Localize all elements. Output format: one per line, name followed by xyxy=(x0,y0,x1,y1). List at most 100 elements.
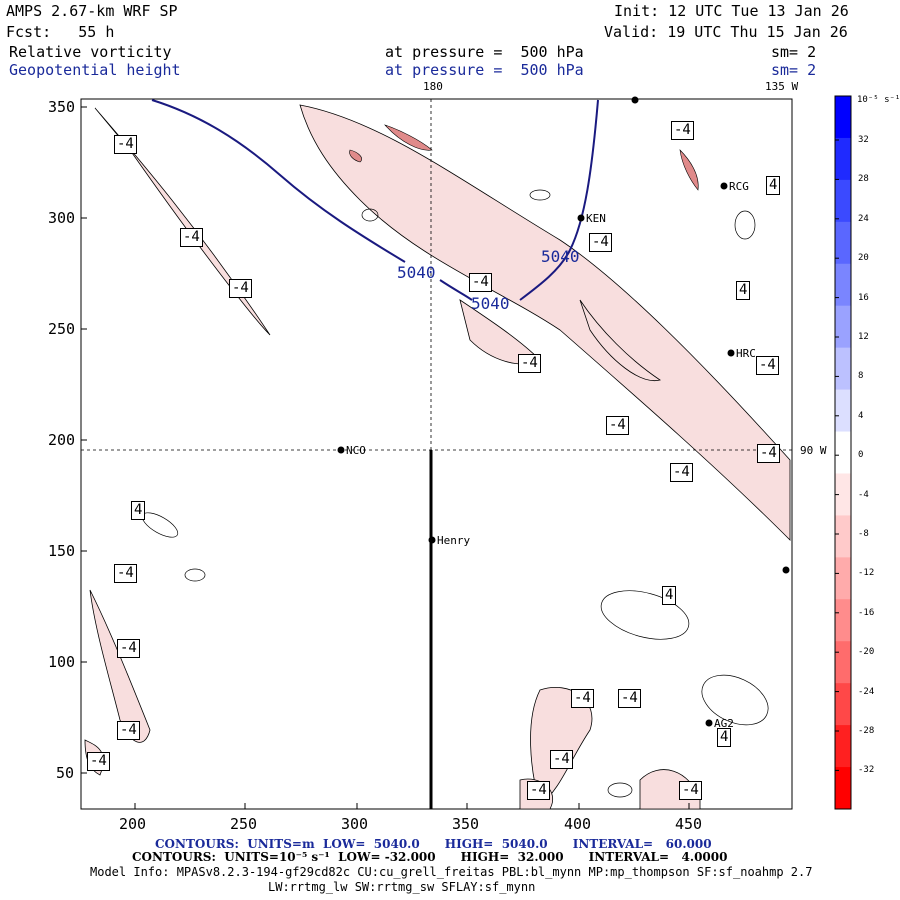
footer-model-info: Model Info: MPASv8.2.3-194-gf29cd82c CU:… xyxy=(90,865,813,879)
station-label-ken: KEN xyxy=(586,212,606,225)
vorticity-contour-label: -4 xyxy=(180,228,203,247)
colorbar-label: -8 xyxy=(858,529,869,539)
colorbar-segment xyxy=(835,179,851,223)
field2-level: at pressure = 500 hPa xyxy=(385,61,584,79)
colorbar-segment xyxy=(835,515,851,558)
y-tick-label: 350 xyxy=(48,98,76,116)
vorticity-contour-label: -4 xyxy=(618,689,641,708)
vorticity-contour-label: -4 xyxy=(571,689,594,708)
y-tick-label: 50 xyxy=(56,764,75,782)
colorbar-frame xyxy=(834,95,852,810)
colorbar-label: -20 xyxy=(858,647,875,658)
colorbar-label: 28 xyxy=(858,174,869,185)
station-dots xyxy=(337,96,790,727)
axis-ticks xyxy=(81,106,690,809)
forecast-hour: Fcst: 55 h xyxy=(6,23,115,41)
vorticity-contour-label: 4 xyxy=(736,281,751,300)
lon-label-135w: 135 W xyxy=(765,80,799,93)
vorticity-contour-label: -4 xyxy=(527,781,550,800)
footer-physics-info: LW:rrtmg_lw SW:rrtmg_sw SFLAY:sf_mynn xyxy=(268,880,536,894)
vorticity-contour-label: -4 xyxy=(671,121,694,140)
y-tick-label: 300 xyxy=(48,209,76,227)
footer-vorticity-contours: CONTOURS: UNITS=10⁻⁵ s⁻¹ LOW= -32.000 HI… xyxy=(132,850,728,864)
colorbar-segment xyxy=(835,641,851,684)
station-label-hrc: HRC xyxy=(736,347,756,360)
x-tick-label: 450 xyxy=(675,815,703,833)
vorticity-contour-label: 4 xyxy=(766,176,781,195)
lon-label-90w: 90 W xyxy=(800,444,827,457)
colorbar-segment xyxy=(835,557,851,600)
colorbar-segment xyxy=(835,599,851,642)
vorticity-shading xyxy=(84,104,791,810)
colorbar-label: 32 xyxy=(858,135,869,145)
vorticity-contour-label: -4 xyxy=(756,356,779,375)
colorbar-label: -32 xyxy=(858,765,875,776)
colorbar-segment xyxy=(835,683,851,726)
x-tick-label: 250 xyxy=(230,815,258,833)
geopotential-contours xyxy=(151,99,599,301)
x-tick-label: 400 xyxy=(564,815,592,833)
height-contour-label: 5040 xyxy=(541,247,580,266)
colorbar-label: -4 xyxy=(858,489,869,500)
y-tick-label: 200 xyxy=(48,431,76,449)
vorticity-contour-label: -4 xyxy=(679,781,702,800)
vorticity-contour-label: -4 xyxy=(114,564,137,583)
field1-level: at pressure = 500 hPa xyxy=(385,43,584,61)
height-contour-label: 5040 xyxy=(471,294,510,313)
vorticity-contours xyxy=(141,189,769,798)
vorticity-contour-label: -4 xyxy=(469,273,492,292)
vorticity-contour-label: -4 xyxy=(117,639,140,658)
field2-name: Geopotential height xyxy=(9,61,181,79)
colorbar-label: 16 xyxy=(858,292,869,303)
lat-lon-guides xyxy=(81,99,792,451)
colorbar-segment xyxy=(835,96,851,139)
vorticity-contour-label: -4 xyxy=(606,416,629,435)
x-tick-label: 200 xyxy=(119,815,147,833)
colorbar xyxy=(835,96,851,810)
colorbar-label: 4 xyxy=(858,410,864,421)
field1-smoothing: sm= 2 xyxy=(771,43,817,61)
colorbar-label: 20 xyxy=(858,253,869,264)
init-time: Init: 12 UTC Tue 13 Jan 26 xyxy=(614,2,849,20)
vorticity-contour-label: -4 xyxy=(114,135,137,154)
x-tick-label: 300 xyxy=(341,815,369,833)
vorticity-contour-label: 4 xyxy=(717,728,732,747)
colorbar-segment xyxy=(835,221,851,265)
colorbar-label: -12 xyxy=(858,568,875,579)
x-tick-label: 350 xyxy=(452,815,480,833)
y-tick-label: 250 xyxy=(48,320,76,338)
vorticity-contour-label: -4 xyxy=(229,279,252,298)
height-contour-label: 5040 xyxy=(397,263,436,282)
vorticity-contour-label: -4 xyxy=(550,750,573,769)
vorticity-contour-label: 4 xyxy=(662,586,677,605)
colorbar-segment xyxy=(835,263,851,307)
colorbar-segment xyxy=(835,347,851,391)
colorbar-segment xyxy=(835,137,851,181)
lon-label-180: 180 xyxy=(423,80,443,93)
colorbar-segment xyxy=(835,725,851,768)
colorbar-segment xyxy=(835,305,851,349)
colorbar-segment xyxy=(835,473,851,516)
model-title: AMPS 2.67-km WRF SP xyxy=(6,2,178,20)
vorticity-contour-label: -4 xyxy=(518,354,541,373)
vorticity-strong xyxy=(349,124,699,191)
vorticity-contour-label: -4 xyxy=(670,463,693,482)
colorbar-segment xyxy=(835,389,851,433)
colorbar-segment xyxy=(835,431,851,474)
vorticity-contour-label: -4 xyxy=(87,752,110,771)
vorticity-contour-label: -4 xyxy=(757,444,780,463)
field2-smoothing: sm= 2 xyxy=(771,61,817,79)
colorbar-label: 12 xyxy=(858,332,869,342)
valid-time: Valid: 19 UTC Thu 15 Jan 26 xyxy=(604,23,848,41)
station-label-rcg: RCG xyxy=(729,180,749,193)
colorbar-segment xyxy=(835,767,851,810)
colorbar-label: -16 xyxy=(858,607,875,618)
y-tick-label: 100 xyxy=(48,653,76,671)
vorticity-contour-label: -4 xyxy=(117,721,140,740)
station-label-nco: NCO xyxy=(346,444,366,457)
colorbar-label: 0 xyxy=(858,450,864,461)
station-label-henry: Henry xyxy=(437,534,471,547)
station-label-ag2: AG2 xyxy=(714,717,734,730)
colorbar-label: 8 xyxy=(858,371,864,382)
